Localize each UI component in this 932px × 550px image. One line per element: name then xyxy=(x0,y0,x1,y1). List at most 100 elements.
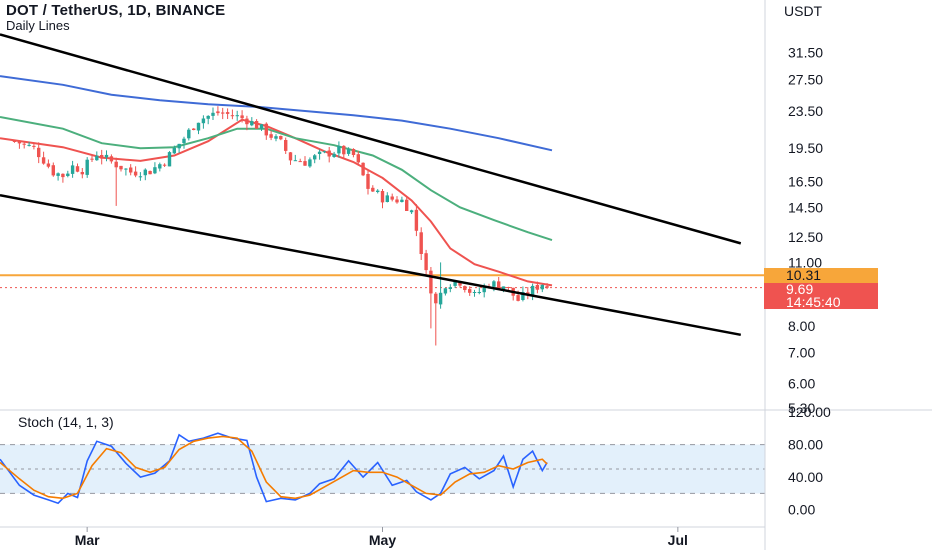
candle-body[interactable] xyxy=(27,144,31,146)
candle-body[interactable] xyxy=(153,167,157,174)
candle-body[interactable] xyxy=(400,199,404,202)
candle-body[interactable] xyxy=(337,146,341,154)
candle-body[interactable] xyxy=(448,287,452,289)
candle-body[interactable] xyxy=(230,115,235,117)
candle-body[interactable] xyxy=(395,199,399,203)
candle-body[interactable] xyxy=(424,253,428,271)
candle-body[interactable] xyxy=(259,124,264,129)
ma-mid-line[interactable] xyxy=(0,116,553,242)
candle-body[interactable] xyxy=(269,134,273,138)
candle-body[interactable] xyxy=(80,172,84,175)
candle-body[interactable] xyxy=(390,196,394,200)
stoch-d-line[interactable] xyxy=(0,435,548,500)
candle-body[interactable] xyxy=(540,284,544,290)
candle-body[interactable] xyxy=(279,136,283,140)
candle-body[interactable] xyxy=(182,138,186,144)
candle-body[interactable] xyxy=(187,129,191,139)
time-axis[interactable]: Mar May Jul xyxy=(75,527,688,548)
candle-body[interactable] xyxy=(521,292,525,300)
candle-body[interactable] xyxy=(109,156,114,162)
candle-body[interactable] xyxy=(458,282,462,286)
candle-body[interactable] xyxy=(327,150,331,157)
candle-body[interactable] xyxy=(240,115,244,119)
candle-body[interactable] xyxy=(463,286,467,290)
candle-body[interactable] xyxy=(22,143,26,145)
candle-body[interactable] xyxy=(530,285,535,296)
candle-body[interactable] xyxy=(293,160,298,162)
candle-body[interactable] xyxy=(206,115,210,119)
candle-body[interactable] xyxy=(32,145,36,147)
candle-body[interactable] xyxy=(322,151,327,153)
candle-body[interactable] xyxy=(376,190,380,192)
candle-body[interactable] xyxy=(70,165,75,174)
trendline-upper[interactable] xyxy=(0,33,742,245)
candle-body[interactable] xyxy=(46,163,51,167)
candle-body[interactable] xyxy=(506,287,511,288)
candle-body[interactable] xyxy=(298,161,302,163)
candle-body[interactable] xyxy=(41,157,46,164)
candle-body[interactable] xyxy=(492,281,496,287)
candle-body[interactable] xyxy=(385,195,389,202)
candle-body[interactable] xyxy=(148,171,152,175)
candle-body[interactable] xyxy=(177,143,181,149)
candle-body[interactable] xyxy=(414,209,419,231)
candle-body[interactable] xyxy=(434,293,438,304)
candle-body[interactable] xyxy=(371,187,375,192)
candle-body[interactable] xyxy=(100,155,104,159)
candle-body[interactable] xyxy=(104,154,109,158)
ma-slow-line[interactable] xyxy=(0,75,553,152)
candle-body[interactable] xyxy=(158,164,162,169)
candle-body[interactable] xyxy=(342,145,346,155)
candle-body[interactable] xyxy=(225,112,230,114)
candle-body[interactable] xyxy=(351,149,356,155)
candle-body[interactable] xyxy=(90,158,94,160)
candle-body[interactable] xyxy=(133,171,138,176)
candle-body[interactable] xyxy=(196,122,201,131)
candle-body[interactable] xyxy=(405,199,409,211)
candle-body[interactable] xyxy=(211,112,215,116)
candle-body[interactable] xyxy=(85,159,89,175)
candle-body[interactable] xyxy=(17,141,22,144)
candle-body[interactable] xyxy=(162,164,167,166)
candle-body[interactable] xyxy=(172,148,176,154)
candle-body[interactable] xyxy=(361,162,365,176)
candle-body[interactable] xyxy=(288,152,293,161)
candle-body[interactable] xyxy=(12,141,17,142)
candle-body[interactable] xyxy=(216,111,220,114)
candle-body[interactable] xyxy=(114,161,118,168)
candle-body[interactable] xyxy=(366,174,370,189)
candle-body[interactable] xyxy=(303,161,307,166)
trendline-lower[interactable] xyxy=(0,194,742,337)
candle-body[interactable] xyxy=(201,118,206,124)
candle-body[interactable] xyxy=(313,155,317,160)
candle-body[interactable] xyxy=(380,191,385,203)
candle-body[interactable] xyxy=(497,281,501,289)
candle-body[interactable] xyxy=(429,270,433,294)
candle-body[interactable] xyxy=(143,169,147,176)
candle-body[interactable] xyxy=(254,121,259,129)
candle-body[interactable] xyxy=(482,286,486,293)
candle-body[interactable] xyxy=(317,151,322,154)
candle-body[interactable] xyxy=(453,281,457,286)
candle-body[interactable] xyxy=(119,165,123,170)
candle-body[interactable] xyxy=(245,118,249,125)
candle-body[interactable] xyxy=(346,149,351,154)
candle-body[interactable] xyxy=(37,147,41,158)
candle-body[interactable] xyxy=(250,121,254,126)
candle-body[interactable] xyxy=(167,152,172,167)
candle-body[interactable] xyxy=(75,166,80,172)
candle-body[interactable] xyxy=(235,115,239,117)
candle-body[interactable] xyxy=(468,289,472,293)
candle-body[interactable] xyxy=(477,292,481,293)
candle-body[interactable] xyxy=(66,173,70,176)
candle-body[interactable] xyxy=(124,168,128,170)
candle-body[interactable] xyxy=(472,292,477,293)
candle-body[interactable] xyxy=(356,154,360,163)
price-pane[interactable] xyxy=(0,33,765,346)
candle-body[interactable] xyxy=(419,232,423,254)
candle-body[interactable] xyxy=(438,292,443,305)
stoch-k-line[interactable] xyxy=(0,432,548,505)
candle-body[interactable] xyxy=(61,173,65,178)
candle-body[interactable] xyxy=(192,128,196,130)
